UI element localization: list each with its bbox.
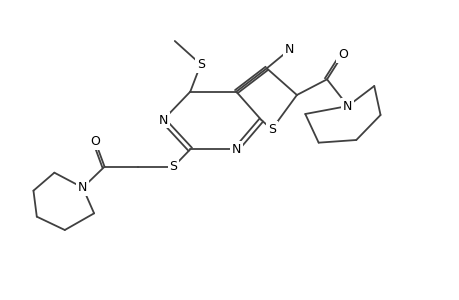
Text: N: N [231, 143, 241, 156]
Text: N: N [342, 100, 352, 112]
Text: N: N [285, 43, 294, 56]
Text: S: S [267, 123, 275, 136]
Text: S: S [196, 58, 204, 71]
Text: N: N [78, 181, 87, 194]
Text: N: N [158, 113, 168, 127]
Text: S: S [169, 160, 177, 173]
Text: O: O [337, 48, 347, 61]
Text: O: O [90, 135, 100, 148]
